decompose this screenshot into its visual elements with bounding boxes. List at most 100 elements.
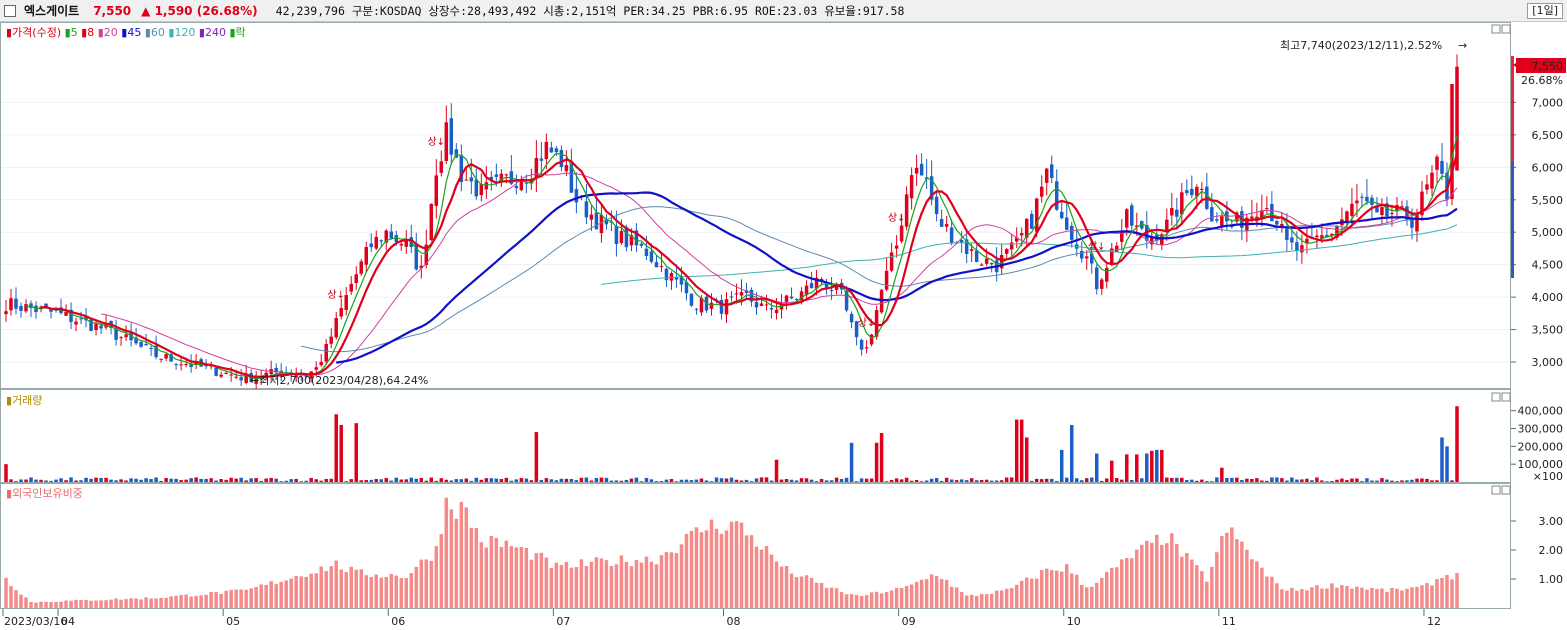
candle-body <box>444 122 449 161</box>
candle-body <box>179 364 183 366</box>
candle-body <box>824 282 829 288</box>
foreign-bar <box>1195 565 1199 608</box>
volume-bar <box>634 477 639 482</box>
foreign-bar <box>1335 587 1339 608</box>
candle-body <box>604 219 609 225</box>
volume-bar <box>1265 480 1269 482</box>
foreign-bar <box>1260 567 1264 608</box>
legend-item[interactable]: ▮5 <box>61 26 78 39</box>
volume-bar <box>544 478 549 482</box>
foreign-panel-controls[interactable] <box>1491 485 1511 495</box>
volume-bar <box>204 478 208 482</box>
volume-bar <box>1170 477 1174 482</box>
foreign-bar <box>169 596 173 608</box>
legend-item[interactable]: ▮45 <box>118 26 142 39</box>
volume-bar <box>919 481 924 482</box>
foreign-bar <box>989 594 994 608</box>
volume-bar <box>529 480 534 482</box>
foreign-bar <box>1029 578 1034 608</box>
legend-item[interactable]: ▮120 <box>165 26 196 39</box>
foreign-bar <box>844 594 849 608</box>
legend-item[interactable]: ▮8 <box>78 26 95 39</box>
foreign-bar <box>1400 590 1404 608</box>
foreign-bar <box>99 600 103 608</box>
candle-body <box>9 298 13 311</box>
candle-body <box>609 221 614 223</box>
foreign-bar <box>1235 539 1239 608</box>
foreign-bar <box>724 530 729 608</box>
volume-bar <box>189 478 193 482</box>
foreign-bar <box>1320 588 1324 608</box>
candle-body <box>919 163 924 176</box>
foreign-bar <box>499 546 504 608</box>
foreign-bar <box>474 528 479 608</box>
volume-bar <box>1365 478 1369 482</box>
candle-body <box>1285 228 1289 241</box>
volume-bar <box>789 479 794 482</box>
low-annotation: ←최저2,700(2023/04/28),64.24% <box>250 374 428 387</box>
volume-bar <box>739 480 744 482</box>
volume-bar <box>589 480 594 482</box>
foreign-bar <box>1355 586 1359 608</box>
foreign-bar <box>209 591 213 608</box>
foreign-bar <box>914 581 919 608</box>
volume-bar <box>1415 478 1419 482</box>
foreign-bar <box>959 591 964 608</box>
candle-body <box>1110 248 1114 265</box>
volume-bar <box>374 479 379 482</box>
foreign-bar <box>1275 583 1279 608</box>
foreign-bar <box>449 509 454 608</box>
foreign-bar <box>894 587 899 608</box>
foreign-bar <box>1054 570 1059 608</box>
foreign-bar <box>59 601 63 608</box>
legend-item[interactable]: ▮20 <box>94 26 118 39</box>
foreign-bar <box>1019 580 1024 608</box>
volume-bar <box>859 478 864 482</box>
volume-bar <box>1225 477 1229 482</box>
foreign-bar <box>109 599 113 608</box>
legend-item[interactable]: ▮240 <box>195 26 226 39</box>
legend-item[interactable]: ▮가격(수정) <box>6 26 61 39</box>
legend-item[interactable]: ▮60 <box>141 26 165 39</box>
foreign-bar <box>864 595 869 608</box>
legend-item[interactable]: ▮락 <box>226 26 246 39</box>
price-panel-controls[interactable] <box>1491 24 1511 34</box>
foreign-bar <box>749 535 754 608</box>
candle-body <box>1195 186 1199 197</box>
volume-bar <box>1250 478 1254 482</box>
foreign-bar <box>1330 583 1334 608</box>
volume-bar <box>339 424 343 482</box>
candle-body <box>889 252 894 271</box>
foreign-bar <box>1115 567 1119 608</box>
candle-body <box>899 225 904 242</box>
candle-body <box>94 323 98 331</box>
foreign-bar <box>89 600 93 608</box>
volume-bar <box>674 481 679 482</box>
foreign-bar <box>764 546 769 608</box>
period-selector[interactable]: [1일] <box>1527 3 1563 19</box>
volume-bar <box>1410 479 1414 482</box>
candle-body <box>19 305 23 311</box>
volume-bar <box>854 481 859 482</box>
volume-panel-controls[interactable] <box>1491 392 1511 402</box>
volume-legend: ▮거래량 <box>6 394 42 407</box>
foreign-bar <box>1084 587 1089 608</box>
volume-bar <box>974 480 979 482</box>
candle-body <box>1375 205 1379 213</box>
volume-bar <box>209 478 213 482</box>
select-checkbox[interactable] <box>4 4 16 17</box>
foreign-bar <box>619 555 624 608</box>
candle-body <box>684 281 689 294</box>
foreign-bar <box>1110 567 1114 608</box>
volume-bar <box>249 478 253 482</box>
volume-bar <box>1240 479 1244 482</box>
volume-bar <box>679 479 684 482</box>
price-tick-label: 5,000 <box>1532 226 1564 239</box>
volume-bar <box>659 481 664 482</box>
candle-body <box>539 158 544 161</box>
foreign-bar <box>1230 527 1234 608</box>
foreign-bar <box>854 595 859 608</box>
volume-bar <box>834 477 839 482</box>
volume-bar <box>59 478 63 482</box>
